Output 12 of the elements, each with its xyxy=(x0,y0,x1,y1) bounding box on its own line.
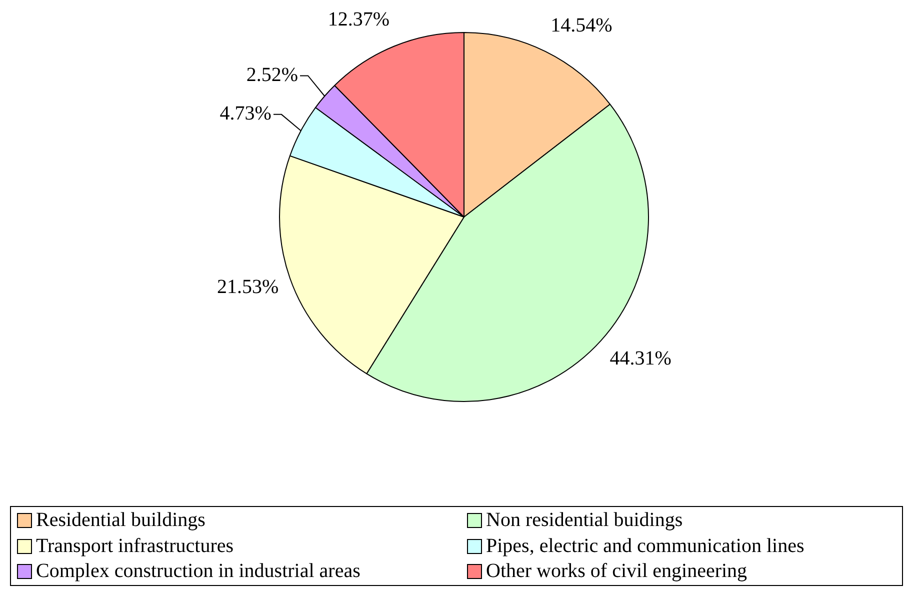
legend-label: Other works of civil engineering xyxy=(486,559,748,584)
data-label: 4.73% xyxy=(220,102,272,125)
data-label: 14.54% xyxy=(550,14,612,37)
data-label: 44.31% xyxy=(610,348,672,370)
data-label: 21.53% xyxy=(216,276,279,298)
legend-label: Pipes, electric and communication lines xyxy=(486,534,804,558)
data-label: 12.37% xyxy=(328,8,390,31)
legend-label: Transport infrastructures xyxy=(36,534,234,558)
legend-label: Residential buildings xyxy=(36,508,206,533)
data-label: 2.52% xyxy=(246,64,298,86)
legend-label: Non residential buidings xyxy=(486,508,683,533)
legend-label: Complex construction in industrial areas xyxy=(36,559,360,584)
